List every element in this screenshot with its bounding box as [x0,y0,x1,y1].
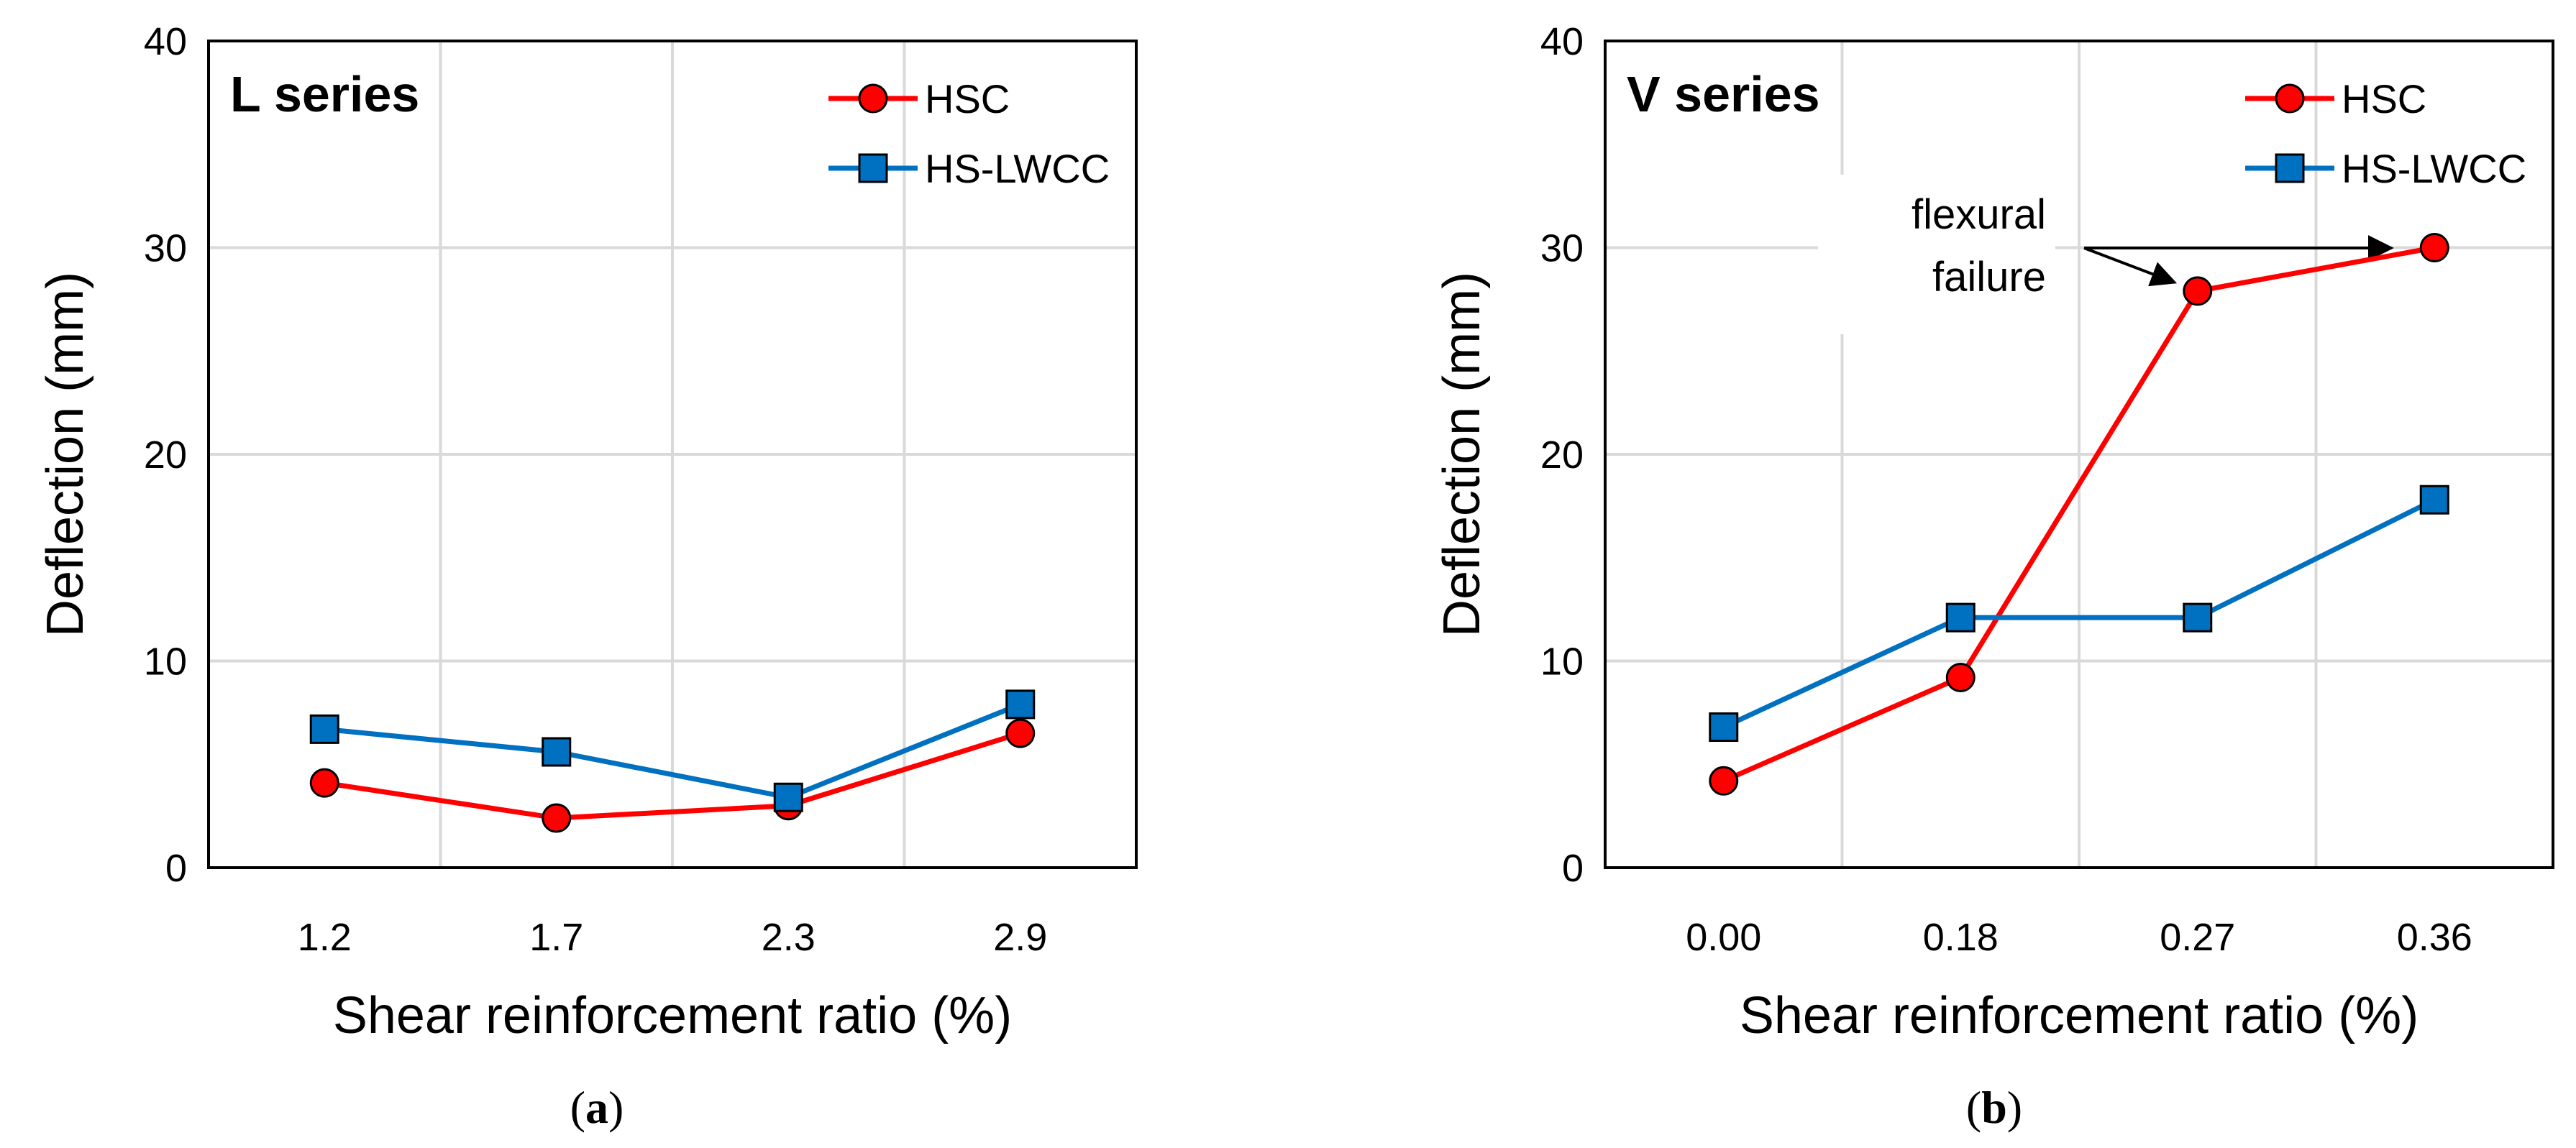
legend-item: HS-LWCC [2245,146,2526,191]
plot-border [207,40,1138,869]
data-point [1945,663,1976,692]
data-point [1005,718,1036,748]
data-point [309,768,339,798]
legend-label: HS-LWCC [925,146,1110,191]
y-tick-label: 0 [1562,847,1584,890]
y-axis-title: Deflection (mm) [37,272,94,637]
y-axis-title: Deflection (mm) [1433,272,1491,637]
annotation-backdrop [1818,175,2055,334]
chart-panel-b: 0 10 20 30 40 0.00 0.18 0.27 0.36 Shear reinforce… [1433,20,2554,1133]
y-tick-label: 10 [1540,640,1584,684]
data-point [309,714,339,744]
data-point [1709,766,1739,796]
y-tick-label: 30 [144,227,187,270]
y-tick-label: 0 [165,847,187,890]
x-tick-label: 2.9 [993,916,1047,959]
data-point [2419,485,2449,515]
legend: HSC HS-LWCC [2245,76,2526,191]
x-tick-label: 0.27 [2160,916,2235,959]
y-tick-label: 40 [144,20,187,63]
plot-border [1604,40,2554,869]
legend-item: HS-LWCC [828,146,1110,191]
y-tick-label: 30 [1540,227,1584,270]
legend-label: HS-LWCC [2342,146,2526,191]
series-line [324,702,1022,800]
x-tick-label: 0.18 [1923,916,1999,959]
series-hs-lwcc [309,689,1036,812]
data-point [2183,602,2213,633]
series-hs-lwcc [1709,485,2449,742]
data-point [1945,602,1976,633]
y-tick-label: 20 [1540,433,1584,477]
x-tick-label: 2.3 [762,916,816,959]
data-point [2183,276,2213,306]
data-point [2419,233,2449,262]
y-tick-label: 10 [144,640,187,684]
panel-title: V series [1627,66,1820,122]
panel-caption: (a) [570,1082,624,1133]
legend-label: HSC [2342,76,2426,121]
data-point [773,782,803,812]
panel-title: L series [230,66,419,122]
x-tick-label: 0.00 [1686,916,1761,959]
y-tick-label: 20 [144,433,187,477]
series-line [1722,497,2436,730]
legend-label: HSC [925,76,1010,121]
annotation-arrow [2083,247,2178,287]
legend-item: HSC [2245,76,2426,121]
annotation-flexural-failure: flexural failure [1818,175,2394,334]
x-tick-label: 0.36 [2397,916,2472,959]
annotation-line: flexural [1912,191,2046,238]
legend-marker [858,153,888,183]
series-line [1722,245,2435,784]
data-point [542,803,572,833]
data-point [1709,712,1739,742]
x-axis-title: Shear reinforcement ratio (%) [333,987,1012,1044]
series-hsc [1709,233,2449,796]
panel-caption: (b) [1966,1082,2022,1133]
legend-marker [2275,153,2305,183]
data-point [1005,689,1036,720]
legend-marker [858,83,888,114]
panel-caption-letter: b [1981,1082,2007,1133]
x-tick-label: 1.2 [298,916,352,959]
data-point [542,737,572,767]
legend-marker [2275,83,2305,114]
series-line [324,730,1021,821]
panel-caption-letter: a [585,1082,608,1133]
legend-item: HSC [828,76,1010,121]
x-axis-title: Shear reinforcement ratio (%) [1740,987,2419,1044]
chart-panel-a: 0 10 20 30 40 1.2 1.7 2.3 2.9 Shear reinforcement… [37,20,1138,1133]
annotation-line: failure [1932,254,2046,300]
series-hsc [309,718,1036,833]
y-tick-label: 40 [1540,20,1584,63]
x-tick-label: 1.7 [529,916,583,959]
legend: HSC HS-LWCC [828,76,1110,191]
